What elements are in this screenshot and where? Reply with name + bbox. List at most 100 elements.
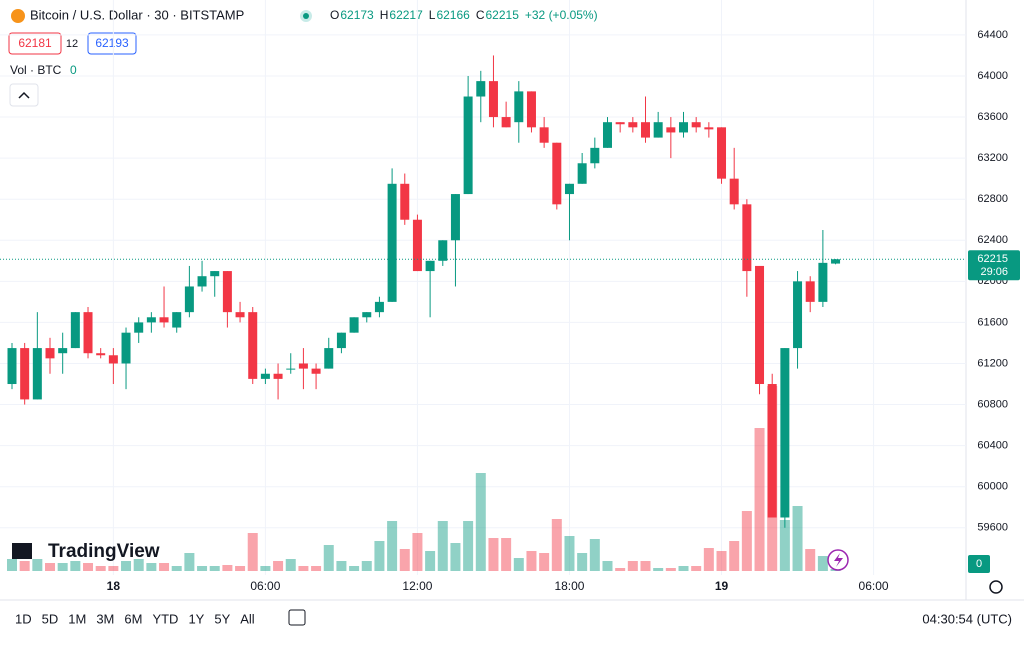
range-button[interactable]: 1M [68, 611, 86, 626]
volume-bar [501, 538, 512, 571]
range-button[interactable]: 6M [124, 611, 142, 626]
volume-bar [615, 568, 626, 571]
candle-body [387, 183, 397, 302]
ohlc-key: C [476, 8, 485, 22]
volume-tag-value: 0 [976, 558, 982, 570]
volume-bar [311, 566, 322, 571]
volume-bar [703, 548, 714, 571]
candle-body [450, 194, 460, 241]
range-button[interactable]: 1Y [188, 611, 204, 626]
volume-bar [665, 568, 676, 571]
chevron [18, 91, 30, 99]
candle-body [311, 368, 321, 374]
spread: 12 [66, 38, 78, 50]
bid: 62181 [18, 36, 52, 50]
volume-bar [159, 563, 170, 571]
vol-value: 0 [70, 63, 77, 77]
candle-body [628, 122, 638, 128]
volume-bar [526, 551, 537, 571]
y-tick-label: 60800 [977, 398, 1008, 410]
range-button[interactable]: All [240, 611, 255, 626]
candle-body [488, 81, 498, 118]
ohlc-value: 62166 [436, 8, 470, 22]
candle-body [577, 163, 587, 184]
x-tick-label: 19 [715, 579, 729, 593]
candle-body [476, 81, 486, 97]
collapse-button[interactable] [9, 83, 39, 107]
x-tick-label: 18 [107, 579, 121, 593]
candle-body [463, 96, 473, 195]
volume-bar [184, 553, 195, 571]
calendar-icon[interactable] [288, 609, 306, 626]
volume-bar [539, 553, 550, 571]
range-button[interactable]: 3M [96, 611, 114, 626]
candle-body [20, 348, 30, 400]
bid-box[interactable] [8, 32, 62, 55]
y-tick-label: 63200 [977, 152, 1008, 164]
volume-bar [450, 543, 461, 571]
candle-body [260, 373, 270, 379]
volume-bar [589, 539, 600, 571]
candle-body [336, 332, 346, 349]
y-tick-label: 59600 [977, 522, 1008, 534]
range-button[interactable]: 5Y [214, 611, 230, 626]
countdown: 29:06 [980, 266, 1008, 278]
volume-bar [7, 559, 17, 571]
candle-body [526, 91, 536, 128]
candle-body [134, 322, 144, 333]
candle-body [248, 312, 258, 379]
candle-body [58, 348, 68, 354]
range-button[interactable]: YTD [152, 611, 178, 626]
volume-bar [564, 536, 575, 571]
logo-mark [12, 543, 32, 559]
ask-box[interactable] [87, 32, 137, 55]
ohlc-key: H [380, 8, 389, 22]
symbol: Bitcoin / U.S. Dollar · 30 · BITSTAMP [30, 7, 244, 22]
candle-body [96, 353, 106, 356]
candle-body [704, 127, 714, 130]
y-tick-label: 64000 [977, 70, 1008, 82]
candle-body [552, 142, 562, 205]
y-tick-label: 60000 [977, 481, 1008, 493]
volume-bar [235, 566, 246, 571]
candle-body [717, 127, 727, 179]
settings-icon[interactable] [989, 580, 1003, 594]
y-tick-label: 61200 [977, 357, 1008, 369]
volume-bar [425, 551, 436, 571]
axis-layer: 5960060000604006080061200616006200062400… [0, 29, 1020, 593]
volume-bar [387, 521, 398, 571]
candle-body [222, 271, 232, 313]
candle-body [45, 348, 55, 359]
volume-bar [488, 538, 499, 571]
ask: 62193 [95, 36, 129, 50]
volume-bar [627, 561, 638, 571]
candle-body [32, 348, 42, 400]
volume-layer [7, 386, 841, 571]
candle-body [400, 183, 410, 220]
volume-bar [323, 545, 334, 571]
candle-body [70, 312, 80, 349]
volume-bar [475, 473, 486, 571]
volume-bar [298, 566, 309, 571]
volume-bar [437, 521, 448, 571]
y-tick-label: 61600 [977, 316, 1008, 328]
candle-body [666, 127, 676, 133]
volume-bar [83, 563, 94, 571]
range-button[interactable]: 1D [15, 611, 32, 626]
volume-bar [691, 566, 702, 571]
volume-bar [133, 559, 144, 571]
volume-bar [602, 561, 613, 571]
volume-bar [146, 563, 157, 571]
volume-bar [95, 566, 106, 571]
grid [0, 0, 966, 575]
ohlc-key: O [330, 8, 339, 22]
range-button[interactable]: 5D [42, 611, 59, 626]
volume-tag [968, 555, 990, 573]
price-tag [968, 250, 1020, 281]
volume-bar [412, 533, 423, 571]
volume-bar [513, 558, 524, 571]
volume-bar [792, 506, 803, 571]
volume-bar [463, 521, 474, 571]
volume-bar [32, 559, 43, 571]
status-dot-inner [303, 13, 309, 19]
